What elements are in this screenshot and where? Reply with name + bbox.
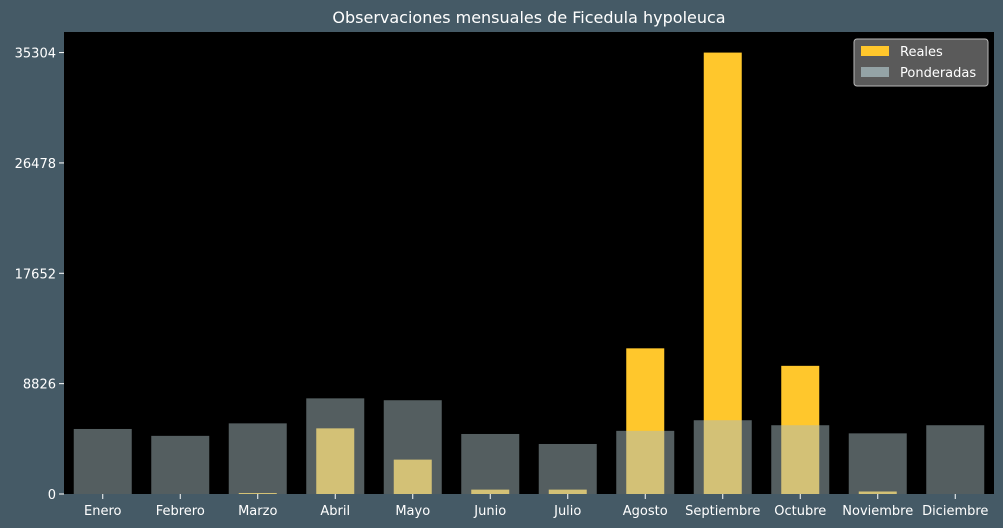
x-tick-label: Enero: [84, 504, 122, 519]
bar-ponderadas: [538, 443, 597, 494]
x-tick-label: Agosto: [623, 504, 668, 519]
bar-ponderadas: [848, 433, 907, 494]
x-axis: Enero Febrero Marzo Abril Mayo Junio Julio Agos…: [84, 494, 988, 519]
x-tick-label: Octubre: [774, 504, 826, 519]
bar-ponderadas: [616, 430, 675, 494]
legend-label: Ponderadas: [900, 66, 976, 81]
x-tick-label: Marzo: [238, 504, 277, 519]
bar-ponderadas: [383, 400, 442, 494]
x-tick-label: Junio: [473, 504, 506, 519]
bar-ponderadas: [461, 433, 520, 494]
x-tick-label: Noviembre: [842, 504, 913, 519]
y-axis: 0 8826 17652 26478 35304: [15, 47, 64, 503]
y-tick-label: 35304: [15, 47, 56, 62]
x-tick-label: Septiembre: [685, 504, 760, 519]
y-tick-label: 0: [48, 488, 56, 503]
bar-ponderadas: [151, 435, 210, 494]
bar-ponderadas: [306, 398, 365, 494]
bar-ponderadas: [926, 425, 985, 494]
bar-ponderadas: [73, 428, 132, 494]
legend-swatch: [861, 46, 889, 56]
chart-title: Observaciones mensuales de Ficedula hypo…: [332, 8, 725, 27]
y-tick-label: 26478: [15, 157, 56, 172]
bar-ponderadas: [693, 420, 752, 494]
y-tick-label: 17652: [15, 267, 56, 282]
x-tick-label: Abril: [320, 504, 350, 519]
bars-ponderadas: [73, 398, 985, 494]
plot-area: [64, 32, 994, 494]
bar-ponderadas: [228, 423, 287, 494]
y-tick-label: 8826: [23, 378, 56, 393]
legend-label: Reales: [900, 45, 943, 60]
x-tick-label: Diciembre: [922, 504, 988, 519]
x-tick-label: Mayo: [395, 504, 430, 519]
x-tick-label: Julio: [553, 504, 581, 519]
bar-ponderadas: [771, 425, 830, 494]
legend: Reales Ponderadas: [853, 38, 989, 87]
legend-swatch: [861, 67, 889, 77]
x-tick-label: Febrero: [156, 504, 205, 519]
